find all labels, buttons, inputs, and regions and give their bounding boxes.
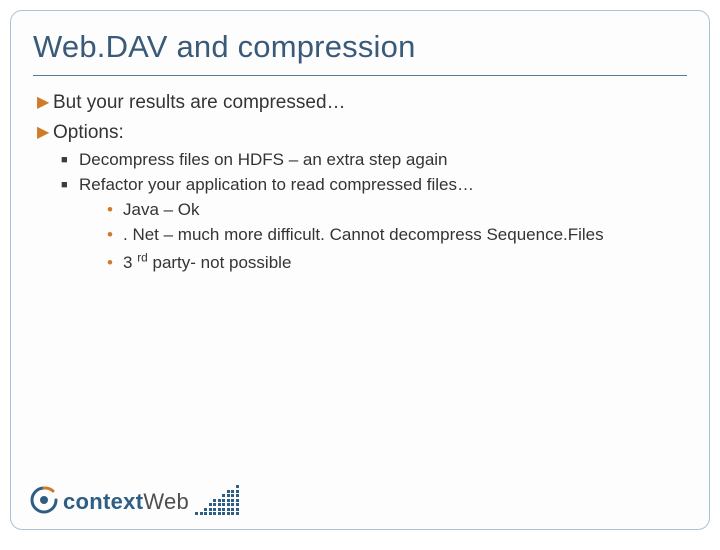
bullet-lvl1: ▶Options: [33,120,687,146]
logo-text-web: Web [143,489,189,514]
slide-frame: Web.DAV and compression ▶But your result… [10,10,710,530]
bullet-text: Java – Ok [123,200,200,219]
bullet-lvl2: ■Decompress files on HDFS – an extra ste… [61,149,687,172]
square-bullet-icon: ■ [61,178,79,193]
dot-bullet-icon: • [107,254,123,271]
bullet-lvl3: •. Net – much more difficult. Cannot dec… [107,224,687,247]
bullet-text: Options: [53,122,124,143]
slide-body: ▶But your results are compressed… ▶Optio… [33,90,687,275]
bullet-text: Decompress files on HDFS – an extra step… [79,150,448,169]
dot-bullet-icon: • [107,226,123,243]
dot-grid-icon [195,483,241,515]
slide-title: Web.DAV and compression [33,29,687,65]
logo-text: contextWeb [63,489,189,515]
bullet-text: 3 rd party- not possible [123,253,291,272]
title-divider [33,75,687,76]
bullet-text: But your results are compressed… [53,92,346,113]
arrow-bullet-icon: ▶ [37,122,53,144]
logo-text-context: context [63,489,143,514]
swirl-icon [29,485,59,515]
bullet-lvl3: •3 rd party- not possible [107,249,687,275]
bullet-text: . Net – much more difficult. Cannot deco… [123,225,604,244]
brand-logo: contextWeb [29,483,241,515]
bullet-text: Refactor your application to read compre… [79,175,474,194]
bullet-lvl1: ▶But your results are compressed… [33,90,687,116]
square-bullet-icon: ■ [61,153,79,168]
dot-bullet-icon: • [107,201,123,218]
arrow-bullet-icon: ▶ [37,92,53,114]
bullet-lvl2: ■Refactor your application to read compr… [61,174,687,197]
bullet-lvl3: •Java – Ok [107,199,687,222]
